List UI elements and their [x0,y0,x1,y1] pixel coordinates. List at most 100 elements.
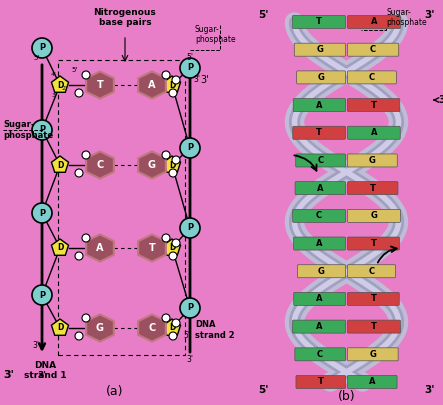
Circle shape [82,71,90,79]
Text: DNA
strand 1: DNA strand 1 [23,360,66,380]
Circle shape [75,252,83,260]
Circle shape [162,151,170,159]
FancyBboxPatch shape [294,292,346,305]
Text: 3': 3' [51,93,57,98]
Polygon shape [51,239,69,255]
Text: (a): (a) [106,385,124,398]
FancyBboxPatch shape [294,237,346,250]
Text: T: T [316,17,322,26]
Polygon shape [163,156,181,172]
Bar [58,60,185,355]
Text: G: G [318,267,325,276]
Circle shape [169,252,177,260]
Text: D: D [169,243,175,252]
Circle shape [75,332,83,340]
Text: 3': 3' [3,370,14,380]
FancyBboxPatch shape [347,98,400,111]
Text: D: D [57,160,63,170]
Text: A: A [148,80,156,90]
Circle shape [180,58,200,78]
Polygon shape [138,314,166,341]
Text: D: D [169,81,175,90]
Circle shape [162,234,170,242]
Text: A: A [371,128,377,137]
Text: T: T [318,377,324,386]
Circle shape [32,120,52,140]
Text: C: C [317,350,323,359]
FancyBboxPatch shape [297,71,346,84]
FancyBboxPatch shape [296,375,346,388]
Text: T: T [370,239,377,248]
Text: C: C [370,45,376,54]
Text: Sugar-
phosphate: Sugar- phosphate [3,120,53,140]
FancyBboxPatch shape [347,154,397,167]
FancyBboxPatch shape [347,43,399,56]
FancyBboxPatch shape [293,126,346,139]
Text: Sugar-
phosphate: Sugar- phosphate [386,8,427,28]
FancyBboxPatch shape [293,98,346,111]
Text: A: A [96,243,104,253]
Text: G: G [318,73,325,82]
FancyBboxPatch shape [296,154,346,167]
Text: P: P [187,64,193,72]
Polygon shape [138,234,166,262]
Text: P: P [39,126,45,134]
Circle shape [172,319,180,327]
Text: P: P [187,303,193,313]
Text: A: A [369,377,376,386]
Circle shape [75,169,83,177]
Text: (b): (b) [338,390,355,403]
Polygon shape [86,234,114,262]
Text: C: C [369,267,375,276]
Text: P: P [39,290,45,300]
Text: G: G [370,211,377,220]
Text: G: G [369,156,376,165]
FancyBboxPatch shape [347,126,400,139]
Text: 3': 3' [200,75,209,85]
Text: T: T [148,243,155,253]
Text: D: D [169,324,175,333]
Text: A: A [316,239,323,248]
Text: T: T [97,80,103,90]
Circle shape [172,156,180,164]
Text: C: C [148,323,155,333]
Polygon shape [51,156,69,172]
Text: A: A [317,183,323,193]
Text: C: C [316,211,322,220]
Polygon shape [51,76,69,92]
Text: T: T [371,100,377,110]
FancyBboxPatch shape [347,182,398,195]
Circle shape [172,76,180,84]
FancyBboxPatch shape [347,71,396,84]
Text: G: G [148,160,156,170]
Text: A: A [371,17,377,26]
FancyBboxPatch shape [292,209,346,222]
Circle shape [172,239,180,247]
Text: T: T [371,322,377,331]
Text: DNA
strand 2: DNA strand 2 [195,320,235,340]
FancyBboxPatch shape [295,348,346,361]
Polygon shape [138,71,166,98]
Text: G: G [316,45,323,54]
Circle shape [162,71,170,79]
Text: A: A [316,294,323,303]
Text: C: C [369,73,375,82]
Text: G: G [369,350,376,359]
Circle shape [82,314,90,322]
Text: A: A [316,100,323,110]
FancyBboxPatch shape [297,265,346,278]
FancyBboxPatch shape [347,320,400,333]
Text: T: T [370,294,376,303]
Polygon shape [51,319,69,335]
Circle shape [169,169,177,177]
Text: A: A [316,322,322,331]
FancyBboxPatch shape [347,292,399,305]
Text: T: T [316,128,322,137]
Text: 5': 5' [258,10,268,20]
Text: 5': 5' [258,385,268,395]
Text: T: T [370,183,376,193]
Text: 5': 5' [187,53,194,62]
FancyBboxPatch shape [347,348,398,361]
Polygon shape [86,151,114,179]
FancyBboxPatch shape [295,182,346,195]
